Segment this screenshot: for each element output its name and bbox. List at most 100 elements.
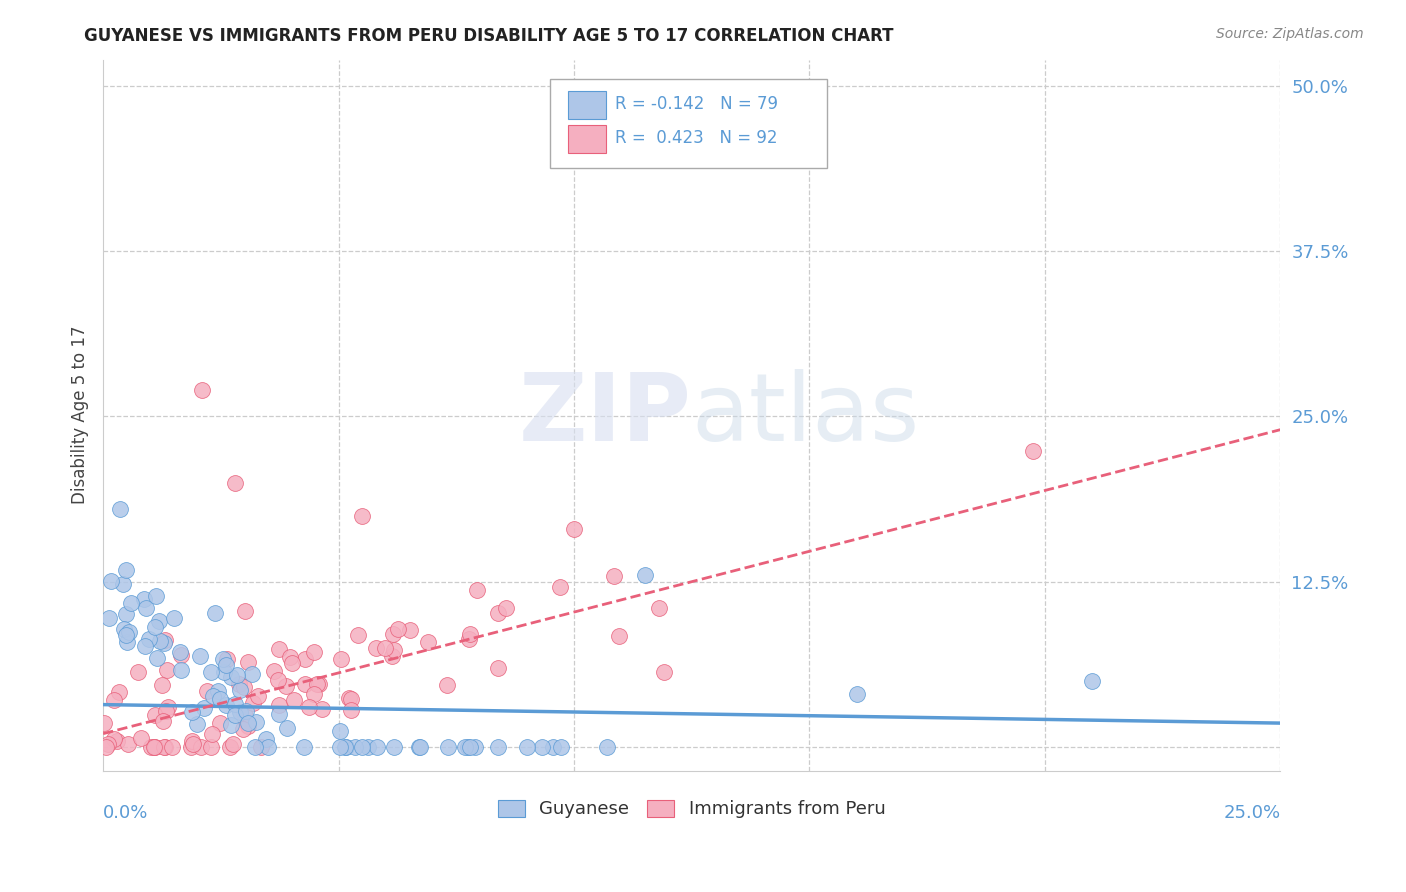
- Point: [219, 717, 242, 731]
- Point: [633, 568, 655, 582]
- Point: [302, 687, 325, 701]
- Point: [454, 739, 477, 754]
- Point: [207, 684, 229, 698]
- Point: [152, 714, 174, 728]
- Point: [132, 592, 155, 607]
- Point: [399, 624, 422, 638]
- Point: [335, 739, 357, 754]
- Point: [340, 692, 363, 706]
- Point: [308, 677, 330, 691]
- Point: [115, 607, 138, 622]
- Text: 25.0%: 25.0%: [1223, 804, 1281, 822]
- Point: [516, 739, 538, 754]
- Point: [129, 731, 152, 746]
- Point: [382, 643, 405, 657]
- Point: [465, 583, 488, 598]
- Point: [460, 739, 482, 754]
- Point: [169, 645, 191, 659]
- Y-axis label: Disability Age 5 to 17: Disability Age 5 to 17: [72, 326, 89, 504]
- Point: [292, 739, 315, 754]
- Point: [269, 698, 291, 712]
- Point: [224, 708, 246, 723]
- Point: [156, 663, 179, 677]
- Point: [531, 739, 554, 754]
- Text: ZIP: ZIP: [519, 369, 692, 461]
- Point: [139, 739, 162, 754]
- Text: R = -0.142   N = 79: R = -0.142 N = 79: [616, 95, 778, 112]
- Point: [366, 641, 388, 656]
- Point: [222, 737, 245, 751]
- Point: [143, 739, 166, 754]
- Point: [180, 706, 202, 720]
- Point: [278, 649, 301, 664]
- Point: [232, 706, 254, 720]
- Point: [607, 629, 630, 643]
- Point: [215, 658, 238, 673]
- Point: [436, 677, 458, 691]
- Point: [243, 739, 266, 754]
- Point: [180, 733, 202, 747]
- Legend: Guyanese, Immigrants from Peru: Guyanese, Immigrants from Peru: [491, 792, 893, 826]
- Point: [233, 605, 256, 619]
- Point: [418, 635, 440, 649]
- Point: [269, 706, 291, 721]
- Point: [138, 632, 160, 646]
- Text: atlas: atlas: [692, 369, 920, 461]
- Point: [201, 690, 224, 704]
- Point: [103, 731, 125, 746]
- Point: [115, 628, 138, 642]
- Point: [602, 568, 624, 582]
- Point: [127, 665, 149, 679]
- Point: [550, 739, 572, 754]
- Point: [242, 696, 264, 710]
- Point: [229, 682, 252, 697]
- Point: [294, 652, 316, 666]
- Point: [233, 681, 256, 695]
- Point: [283, 693, 305, 707]
- Point: [384, 739, 406, 754]
- Point: [235, 704, 257, 718]
- Point: [170, 648, 193, 662]
- Point: [186, 716, 208, 731]
- Point: [329, 739, 352, 754]
- Point: [311, 702, 333, 716]
- Point: [228, 677, 250, 691]
- Point: [100, 574, 122, 588]
- Point: [1022, 444, 1045, 458]
- Point: [256, 731, 278, 746]
- Point: [200, 665, 222, 680]
- Point: [108, 685, 131, 699]
- Point: [149, 633, 172, 648]
- Point: [269, 641, 291, 656]
- Point: [274, 679, 297, 693]
- Point: [652, 665, 675, 679]
- Point: [105, 734, 128, 748]
- Point: [94, 739, 117, 754]
- Point: [329, 724, 352, 739]
- Point: [190, 739, 212, 754]
- Point: [350, 739, 373, 754]
- Point: [458, 632, 481, 646]
- Point: [374, 641, 396, 656]
- Point: [541, 739, 564, 754]
- Point: [103, 693, 125, 707]
- Point: [596, 739, 619, 754]
- Point: [352, 508, 374, 523]
- Point: [457, 739, 479, 754]
- Point: [436, 739, 458, 754]
- Point: [156, 699, 179, 714]
- Point: [215, 698, 238, 712]
- Point: [169, 663, 191, 677]
- Point: [108, 501, 131, 516]
- Point: [249, 739, 271, 754]
- Point: [486, 739, 509, 754]
- Point: [218, 739, 240, 754]
- Point: [460, 627, 482, 641]
- Point: [464, 739, 486, 754]
- Bar: [568, 91, 606, 120]
- Point: [200, 739, 222, 754]
- Point: [232, 722, 254, 736]
- Point: [845, 687, 868, 701]
- Point: [135, 600, 157, 615]
- Point: [486, 661, 509, 675]
